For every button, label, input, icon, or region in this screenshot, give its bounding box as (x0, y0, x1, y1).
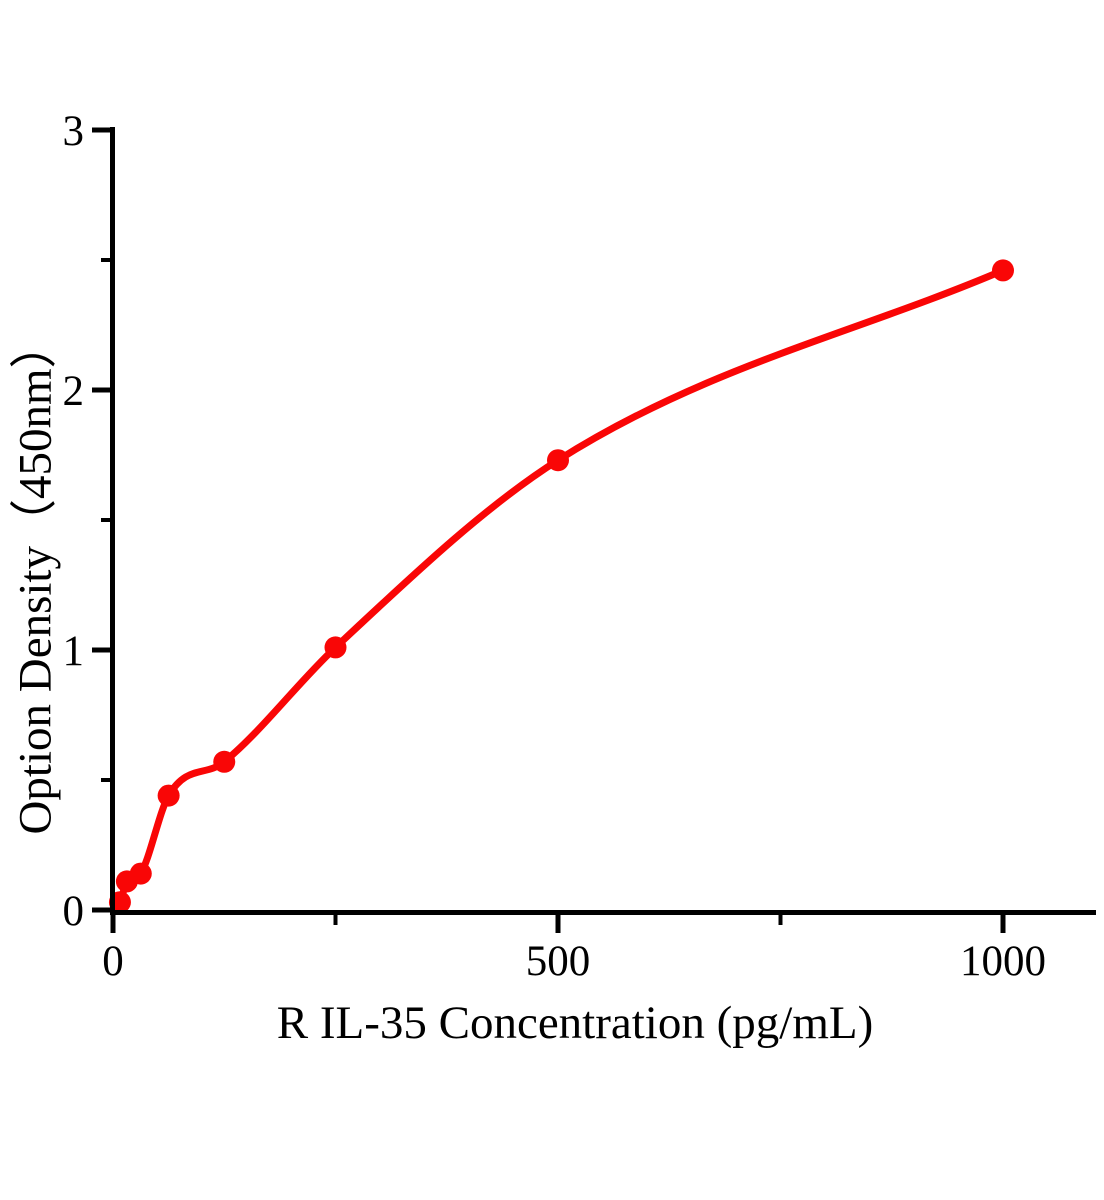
data-point-marker (213, 750, 236, 773)
data-point-marker (129, 862, 152, 885)
x-axis-ticks: 0 500 1000 (102, 915, 1046, 985)
y-tick-label: 1 (63, 628, 85, 675)
data-point-marker (157, 784, 180, 807)
y-tick-label: 0 (63, 888, 85, 935)
fit-curve-line (109, 266, 1007, 914)
data-point-marker (324, 636, 347, 659)
data-point-marker (547, 449, 569, 472)
x-axis-title: R IL-35 Concentration (pg/mL) (276, 997, 874, 1049)
x-tick-label: 500 (526, 938, 591, 985)
x-tick-label: 1000 (960, 938, 1046, 985)
y-tick-label: 3 (63, 108, 85, 155)
y-tick-label: 2 (63, 368, 85, 415)
x-tick-label: 0 (102, 938, 124, 985)
y-axis-ticks: 0 1 2 3 (63, 108, 110, 935)
y-axis-title: Option Density（450nm） (9, 321, 62, 835)
data-point-markers (108, 259, 1014, 914)
data-point-marker (992, 259, 1014, 282)
